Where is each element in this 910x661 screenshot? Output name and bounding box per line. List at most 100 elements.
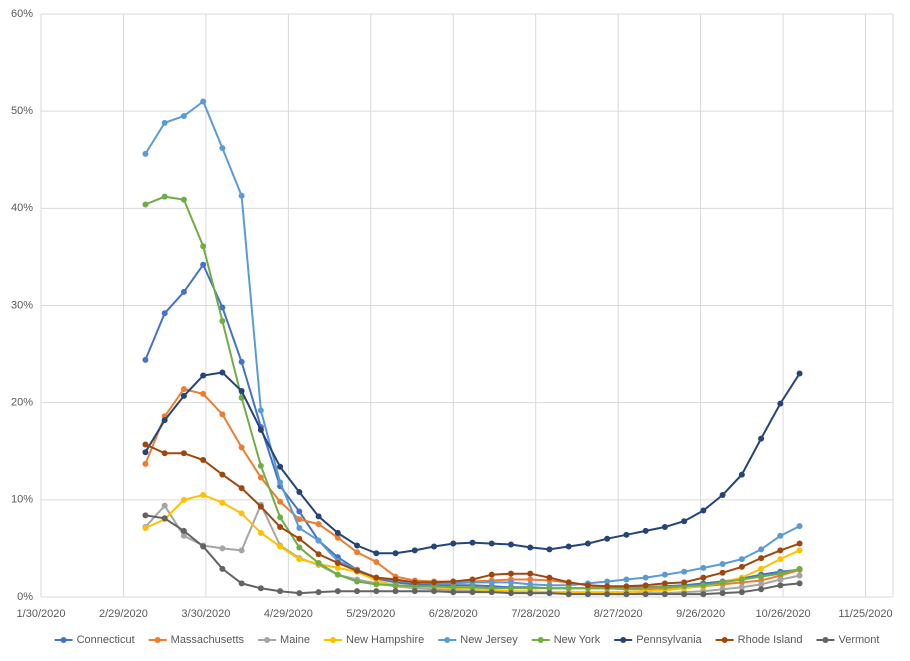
data-point [238, 510, 245, 517]
legend-item: Maine [258, 634, 310, 646]
data-point [161, 310, 168, 317]
data-point [180, 288, 187, 295]
data-point [296, 508, 303, 515]
data-point [661, 524, 668, 531]
data-point [738, 589, 745, 596]
data-point [200, 491, 207, 498]
data-point [450, 584, 457, 591]
data-point [257, 503, 264, 510]
legend-label: New Jersey [460, 634, 518, 646]
data-point [142, 201, 149, 208]
data-point [180, 532, 187, 539]
data-point [219, 565, 226, 572]
data-point [277, 479, 284, 486]
data-point [681, 518, 688, 525]
data-point [334, 559, 341, 566]
data-point [180, 196, 187, 203]
y-tick-label: 50% [11, 105, 33, 117]
data-point [604, 578, 611, 585]
data-point [565, 591, 572, 598]
y-tick-label: 10% [11, 494, 33, 506]
data-point [373, 588, 380, 595]
data-point [700, 582, 707, 589]
data-point [142, 460, 149, 467]
data-point [200, 456, 207, 463]
data-point [796, 540, 803, 547]
data-point [180, 450, 187, 457]
data-point [315, 521, 322, 528]
data-point [642, 574, 649, 581]
data-point [373, 574, 380, 581]
y-tick-label: 0% [17, 591, 33, 603]
data-point [796, 565, 803, 572]
data-point [315, 513, 322, 520]
data-point [334, 571, 341, 578]
x-tick-label: 11/25/2020 [838, 608, 892, 620]
data-point [700, 574, 707, 581]
data-point [257, 462, 264, 469]
data-point [623, 531, 630, 538]
data-point [758, 573, 765, 580]
data-point [431, 579, 438, 586]
data-point [584, 582, 591, 589]
data-point [180, 392, 187, 399]
data-point [219, 318, 226, 325]
x-tick-label: 5/29/2020 [346, 608, 395, 620]
data-point [719, 590, 726, 597]
x-tick-label: 10/26/2020 [756, 608, 811, 620]
data-point [238, 547, 245, 554]
data-point [507, 585, 514, 592]
data-point [796, 572, 803, 579]
legend-label: Vermont [838, 634, 879, 646]
data-point [527, 590, 534, 597]
data-point [777, 582, 784, 589]
data-point [219, 304, 226, 311]
data-point [796, 370, 803, 377]
data-point [142, 525, 149, 532]
legend-item: New Jersey [438, 634, 518, 646]
data-point [738, 584, 745, 591]
data-point [450, 540, 457, 547]
data-point [411, 579, 418, 586]
data-point [738, 471, 745, 478]
data-point [507, 570, 514, 577]
legend-item: Vermont [816, 634, 879, 646]
data-point [796, 523, 803, 530]
data-point [546, 585, 553, 592]
data-point [296, 544, 303, 551]
data-point [758, 546, 765, 553]
data-point [719, 560, 726, 567]
data-point [719, 579, 726, 586]
data-point [373, 559, 380, 566]
data-point [257, 474, 264, 481]
data-point [142, 512, 149, 519]
data-point [200, 372, 207, 379]
data-point [142, 441, 149, 448]
legend-label: Pennsylvania [636, 634, 702, 646]
data-point [431, 543, 438, 550]
y-tick-label: 60% [11, 8, 33, 20]
data-point [315, 559, 322, 566]
x-tick-label: 6/28/2020 [429, 608, 478, 620]
data-point [681, 591, 688, 598]
data-point [565, 543, 572, 550]
data-point [777, 576, 784, 583]
legend-label: New Hampshire [346, 634, 424, 646]
data-point [392, 550, 399, 557]
data-point [527, 576, 534, 583]
data-point [238, 485, 245, 492]
data-point [392, 582, 399, 589]
data-point [315, 551, 322, 558]
data-point [719, 491, 726, 498]
data-point [219, 471, 226, 478]
data-point [565, 579, 572, 586]
data-point [584, 591, 591, 598]
data-point [334, 564, 341, 571]
data-point [719, 569, 726, 576]
legend-marker [264, 637, 271, 643]
data-point [296, 590, 303, 597]
data-point [180, 386, 187, 393]
data-point [200, 98, 207, 105]
data-point [546, 574, 553, 581]
data-point [238, 580, 245, 587]
